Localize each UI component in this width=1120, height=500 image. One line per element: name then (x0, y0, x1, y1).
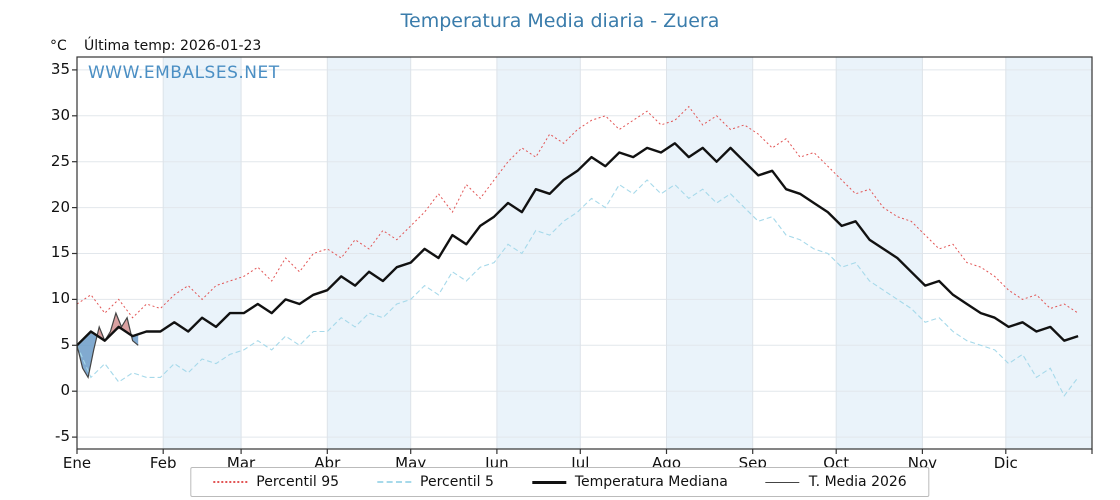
y-tick-label: 0 (60, 381, 70, 400)
y-tick-label: 30 (50, 105, 70, 124)
y-tick-label: 15 (50, 243, 70, 262)
legend-label: Percentil 5 (420, 474, 494, 490)
last-temp-label: Última temp: 2026-01-23 (84, 38, 262, 54)
y-tick-label: 20 (50, 197, 70, 216)
chart-title: Temperatura Media diaria - Zuera (400, 10, 720, 32)
legend-label: Percentil 95 (256, 474, 340, 490)
percentil95-line-swatch (213, 481, 248, 483)
x-month-label: Ene (62, 454, 92, 472)
y-tick-label: -5 (55, 427, 70, 446)
y-tick-label: 10 (50, 289, 70, 308)
y-axis-unit-label: °C (50, 38, 67, 54)
mediana-line-swatch (531, 480, 566, 484)
legend-label: Temperatura Mediana (574, 474, 728, 490)
x-month-label: Feb (149, 454, 177, 472)
legend-item-mediana: Temperatura Mediana (531, 474, 728, 490)
y-tick-label: 25 (50, 151, 70, 170)
legend-item-tmedia2026: T. Media 2026 (765, 474, 907, 490)
legend-item-percentil95: Percentil 95 (213, 474, 339, 490)
x-month-label: Dic (993, 454, 1018, 472)
watermark: WWW.EMBALSES.NET (88, 63, 280, 83)
legend-item-percentil5: Percentil 5 (377, 474, 494, 490)
y-tick-label: 35 (50, 59, 70, 78)
y-tick-label: 5 (60, 335, 70, 354)
percentil5-line-swatch (377, 481, 412, 483)
tmedia2026-line-swatch (765, 481, 800, 483)
legend-label: T. Media 2026 (808, 474, 907, 490)
legend: Percentil 95 Percentil 5 Temperatura Med… (190, 467, 930, 497)
